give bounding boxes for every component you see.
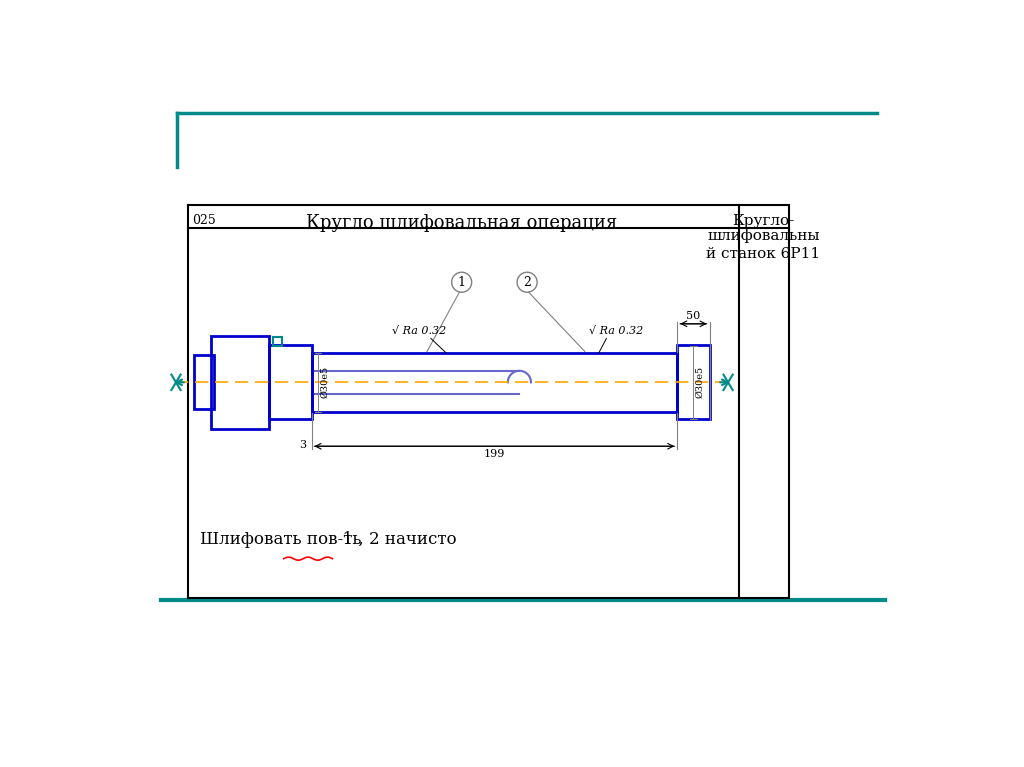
Text: шлифовальны: шлифовальны [708, 229, 820, 243]
Text: Шлифовать пов-ть: Шлифовать пов-ть [200, 531, 361, 548]
Text: 50: 50 [686, 311, 700, 321]
Text: 3: 3 [299, 440, 306, 450]
Text: √ Ra 0.32: √ Ra 0.32 [589, 326, 643, 336]
Bar [269, 345, 311, 419]
Text: Кругло-: Кругло- [732, 215, 795, 229]
Text: Кругло шлифовальная операция: Кругло шлифовальная операция [306, 215, 617, 232]
Bar [677, 345, 710, 419]
Text: 025: 025 [193, 215, 216, 228]
Text: й станок 6Р11: й станок 6Р11 [707, 247, 820, 261]
Bar [195, 355, 214, 410]
Text: 2: 2 [523, 275, 531, 288]
Text: 199: 199 [483, 449, 505, 459]
Text: 1: 1 [458, 275, 466, 288]
Text: √ Ra 0.32: √ Ra 0.32 [392, 326, 446, 336]
Bar [211, 336, 269, 429]
Text: Ø30e5: Ø30e5 [695, 367, 705, 398]
Text: Ø30e5: Ø30e5 [319, 367, 329, 398]
Bar [273, 337, 283, 346]
Text: 1 , 2 начисто: 1 , 2 начисто [333, 531, 457, 548]
